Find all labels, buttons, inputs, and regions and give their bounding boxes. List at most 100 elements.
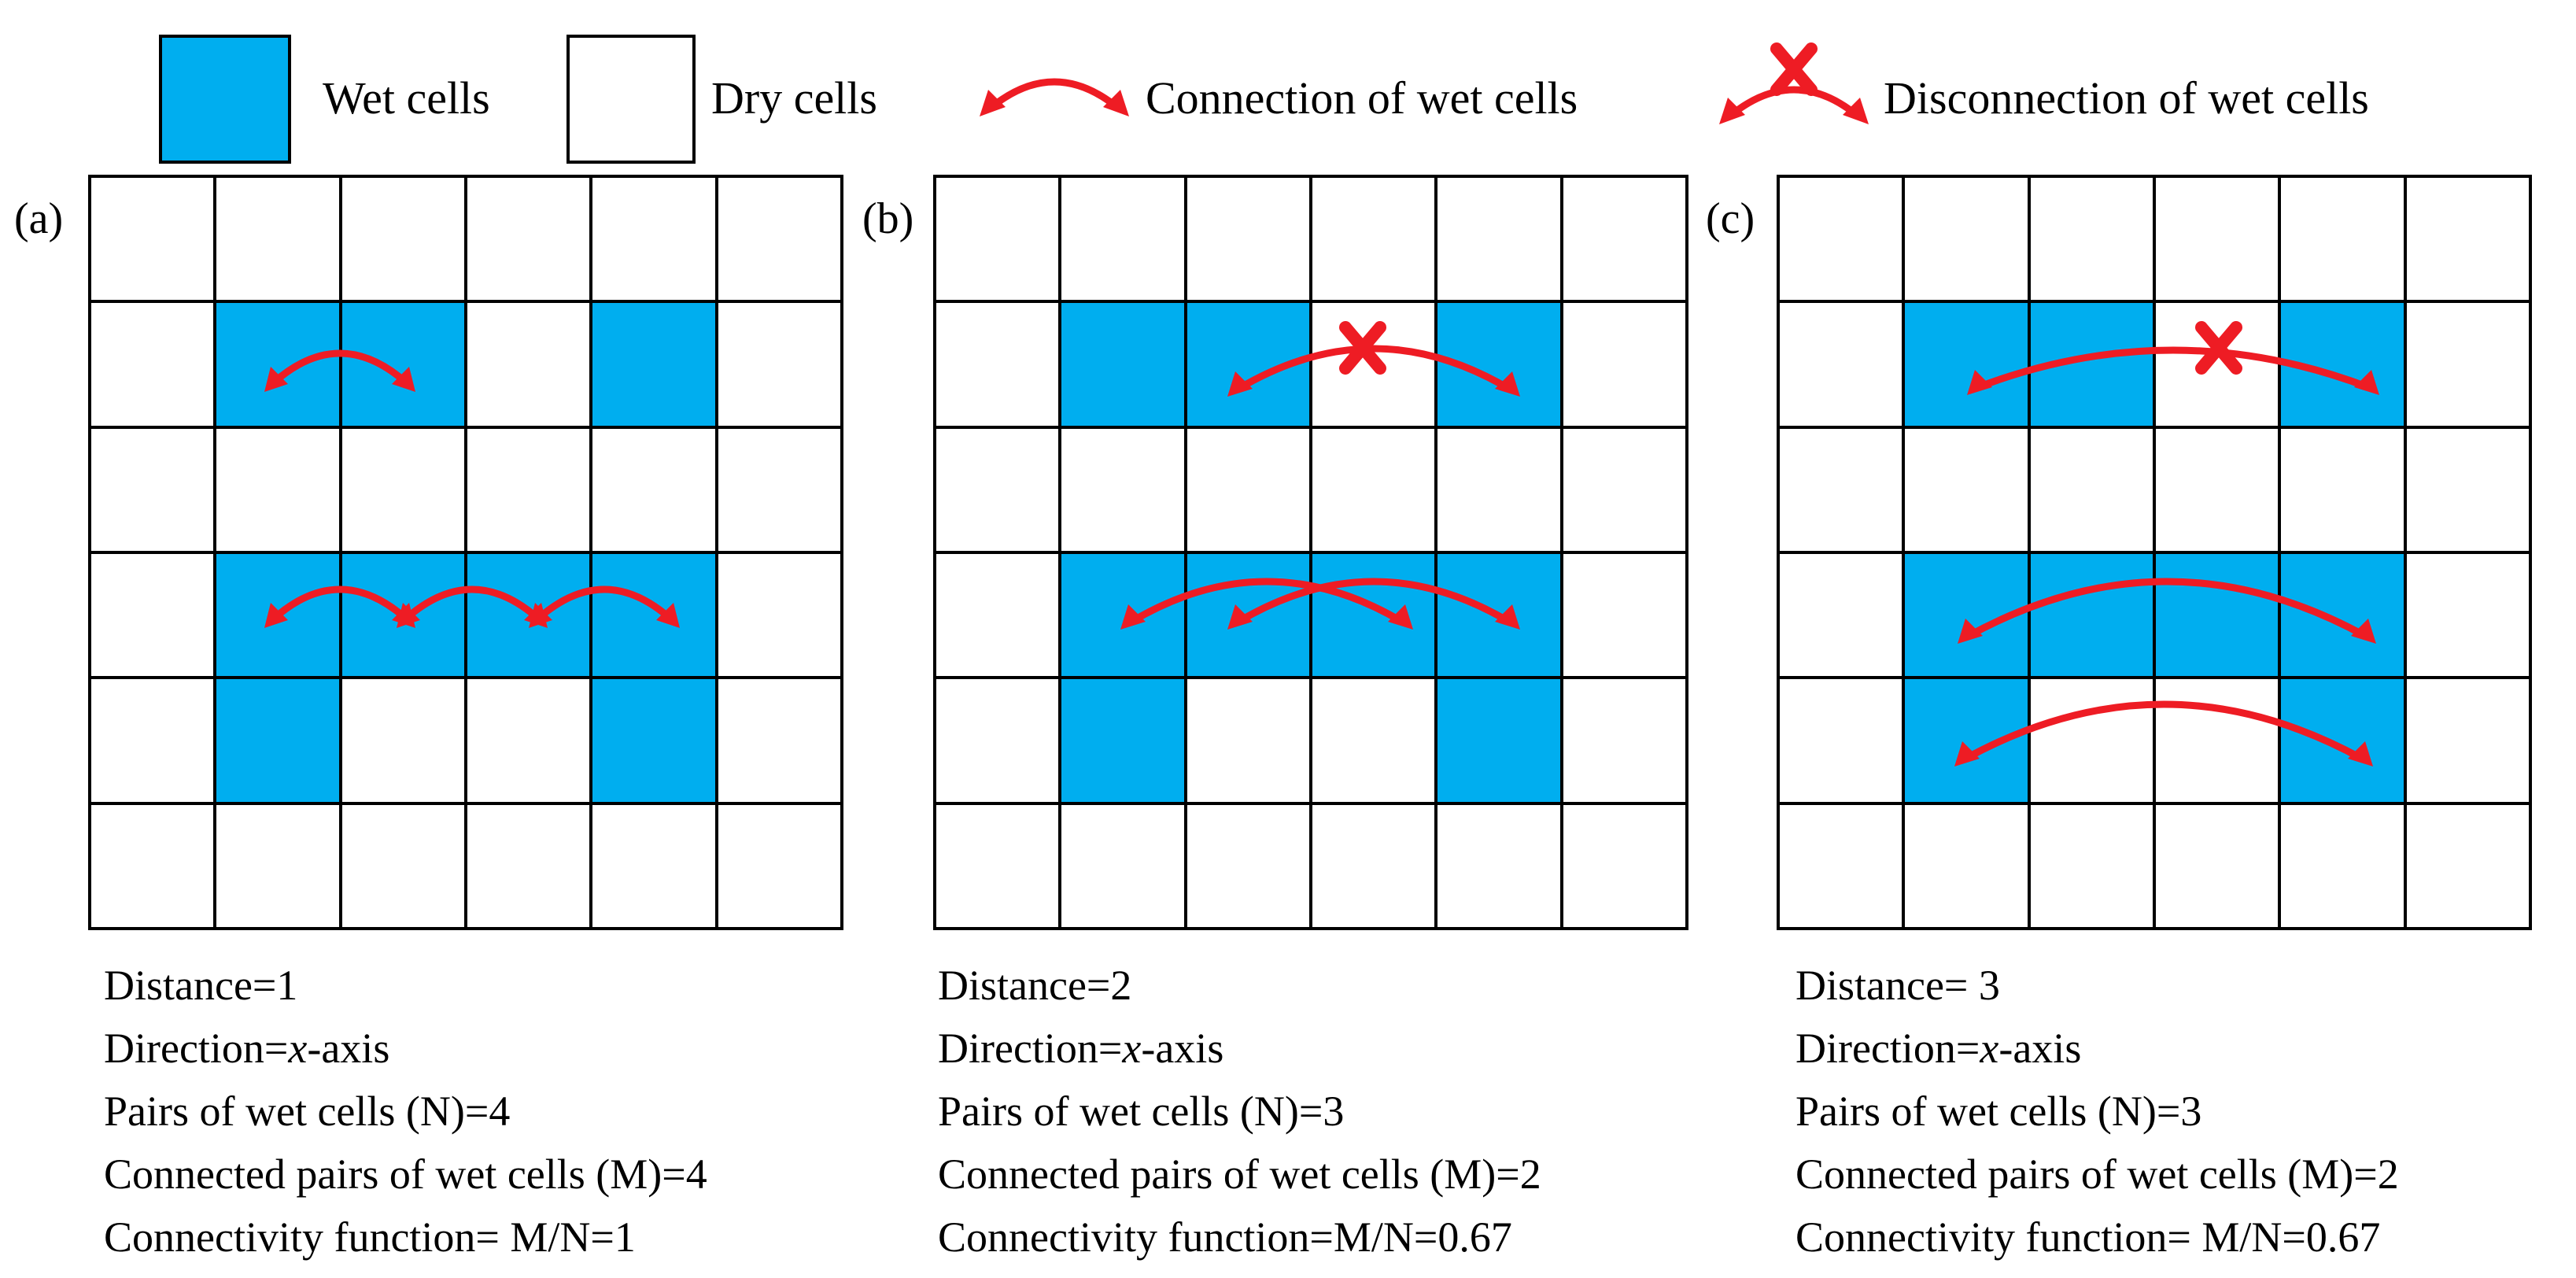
direction-text: Direction=x-axis [1795,1017,2399,1080]
panel-a [88,175,843,930]
dry-cell [340,678,466,803]
dry-cell [2153,803,2280,929]
dry-cell [1060,176,1186,302]
dry-cell [935,176,1061,302]
dry-cell [1903,803,2029,929]
dry-cell [935,301,1061,427]
pairs-text: Pairs of wet cells (N)=3 [938,1088,1345,1135]
panel-label-a: (a) [14,194,64,243]
wet-cell [1185,301,1311,427]
wet-cell [591,301,717,427]
wet-cell [1310,552,1437,678]
dry-cell [2279,176,2405,302]
distance-text: Distance=2 [938,962,1132,1009]
function-text: Connectivity function= M/N=0.67 [1795,1213,2381,1261]
dry-cell [1778,301,1904,427]
dry-cell [1561,427,1687,552]
wet-cell [2028,552,2154,678]
wet-cell [2279,678,2405,803]
direction-axis: x [288,1025,308,1072]
dry-cell [90,427,216,552]
dry-cell [935,678,1061,803]
dry-cell [1310,803,1437,929]
dry-cell [2404,427,2530,552]
dry-cell [1903,176,2029,302]
dry-cell [1778,678,1904,803]
wet-cell [1903,552,2029,678]
direction-text: Direction=x-axis [104,1017,707,1080]
legend-dry-label: Dry cells [711,72,877,124]
direction-prefix: Direction= [104,1025,289,1072]
wet-cell [1903,678,2029,803]
dry-cell [1561,301,1687,427]
direction-suffix: -axis [307,1025,390,1072]
dry-cell [935,427,1061,552]
distance-text: Distance= 3 [1795,962,2000,1009]
dry-cell [591,176,717,302]
dry-cell [2153,176,2280,302]
dry-cell [90,803,216,929]
wet-cell [2028,301,2154,427]
dry-cell [1310,678,1437,803]
wet-cell [340,552,466,678]
direction-suffix: -axis [1998,1025,2082,1072]
wet-cell [591,678,717,803]
dry-cell [716,301,842,427]
dry-cell [2153,678,2280,803]
dry-cell [465,803,592,929]
panel-a-info: Distance=1 Direction=x-axis Pairs of wet… [104,954,707,1269]
dry-cell [465,301,592,427]
dry-cell [2404,678,2530,803]
dry-cell [90,176,216,302]
dry-cell [90,678,216,803]
dry-cell [935,803,1061,929]
pairs-text: Pairs of wet cells (N)=3 [1795,1088,2202,1135]
dry-cell [340,427,466,552]
dry-cell [2404,552,2530,678]
dry-cell [935,552,1061,678]
wet-cell [1903,301,2029,427]
dry-cell [2028,176,2154,302]
legend-cross-icon [1770,42,1818,96]
dry-cell [716,427,842,552]
dry-cell [340,176,466,302]
wet-cell [1436,301,1562,427]
wet-cell [465,552,592,678]
legend-dry-swatch [566,35,696,164]
panel-b-info: Distance=2 Direction=x-axis Pairs of wet… [938,954,1541,1269]
dry-cell [1185,176,1311,302]
direction-prefix: Direction= [938,1025,1123,1072]
dry-cell [1060,803,1186,929]
dry-cell [1310,176,1437,302]
dry-cell [591,427,717,552]
dry-cell [1561,803,1687,929]
dry-cell [465,427,592,552]
dry-cell [2028,678,2154,803]
dry-cell [2404,176,2530,302]
direction-suffix: -axis [1141,1025,1224,1072]
direction-text: Direction=x-axis [938,1017,1541,1080]
dry-cell [1185,427,1311,552]
dry-cell [215,427,341,552]
legend-wet-label: Wet cells [323,72,490,124]
dry-cell [1561,552,1687,678]
dry-cell [1778,427,1904,552]
panel-b [933,175,1688,930]
dry-cell [90,301,216,427]
dry-cell [2404,803,2530,929]
grid [88,175,843,930]
wet-cell [215,301,341,427]
connected-text: Connected pairs of wet cells (M)=2 [1795,1151,2399,1198]
dry-cell [1436,427,1562,552]
dry-cell [1436,176,1562,302]
dry-cell [1778,803,1904,929]
grid [933,175,1688,930]
wet-cell [1060,301,1186,427]
direction-prefix: Direction= [1795,1025,1980,1072]
function-text: Connectivity function= M/N=1 [104,1213,636,1261]
legend-connection-label: Connection of wet cells [1146,72,1578,124]
dry-cell [1310,301,1437,427]
legend-disconnection-label: Disconnection of wet cells [1884,72,2369,124]
dry-cell [591,803,717,929]
